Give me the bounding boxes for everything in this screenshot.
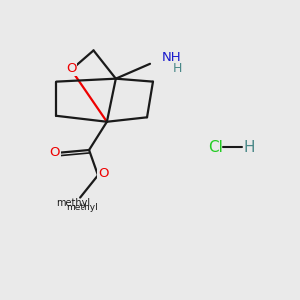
Text: NH: NH <box>161 51 181 64</box>
Text: H: H <box>244 140 255 154</box>
Text: methyl: methyl <box>66 203 98 212</box>
Text: H: H <box>172 62 182 75</box>
Text: methyl: methyl <box>57 199 91 208</box>
Text: O: O <box>98 167 109 180</box>
Text: O: O <box>66 62 76 75</box>
Text: O: O <box>50 146 60 160</box>
Text: Cl: Cl <box>208 140 223 154</box>
